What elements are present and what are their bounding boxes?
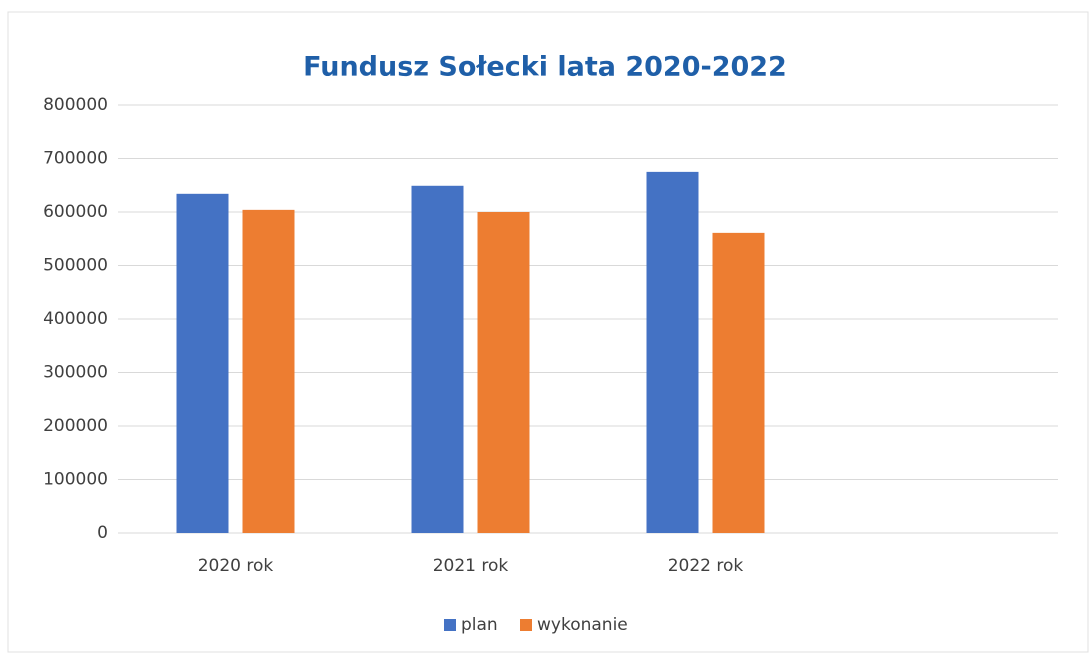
y-tick-label: 600000 <box>43 202 108 222</box>
legend-label: wykonanie <box>537 615 628 635</box>
legend-swatch <box>520 619 532 631</box>
legend-swatch <box>444 619 456 631</box>
bar <box>411 185 464 533</box>
x-tick-label: 2021 rok <box>433 556 509 576</box>
y-tick-label: 800000 <box>43 95 108 115</box>
y-tick-label: 0 <box>97 523 108 543</box>
bar <box>712 232 765 534</box>
legend-label: plan <box>461 615 498 635</box>
x-tick-label: 2020 rok <box>198 556 274 576</box>
y-tick-label: 200000 <box>43 416 108 436</box>
y-tick-label: 100000 <box>43 470 108 490</box>
y-tick-label: 500000 <box>43 256 108 276</box>
bar <box>646 171 699 533</box>
y-tick-label: 400000 <box>43 309 108 329</box>
y-tick-label: 700000 <box>43 149 108 169</box>
bar <box>176 193 229 533</box>
bar <box>242 209 295 534</box>
y-tick-label: 300000 <box>43 363 108 383</box>
chart-frame <box>7 11 1089 653</box>
x-tick-label: 2022 rok <box>668 556 744 576</box>
chart-title: Fundusz Sołecki lata 2020-2022 <box>303 52 787 83</box>
bar <box>477 212 530 533</box>
